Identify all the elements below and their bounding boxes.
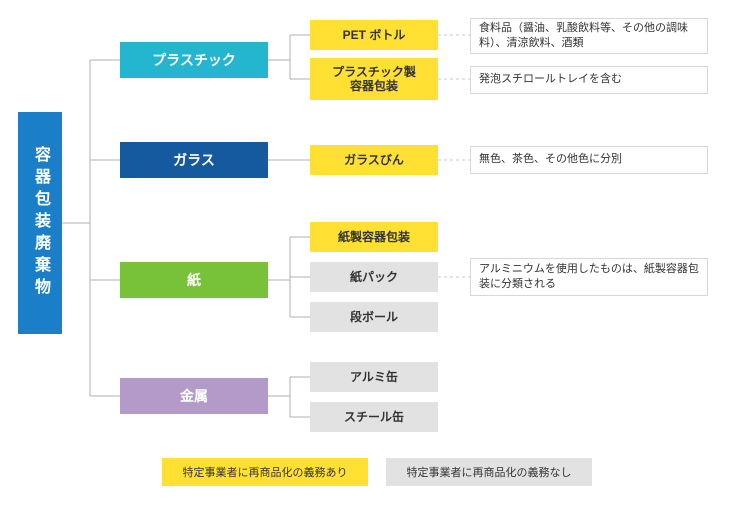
item-label-line: 紙パック <box>350 270 398 284</box>
desc-pet: 食料品（醤油、乳酸飲料等、その他の調味料）、清涼飲料、酒類 <box>470 18 708 54</box>
item-plcont: プラスチック製容器包装 <box>310 58 438 100</box>
category-glass: ガラス <box>120 142 268 178</box>
item-label-line: スチール缶 <box>344 410 404 424</box>
item-label-line: プラスチック製 <box>332 65 416 79</box>
item-label-line: ガラスびん <box>344 153 404 167</box>
item-paperpack: 紙パック <box>310 262 438 292</box>
category-plastic: プラスチック <box>120 42 268 78</box>
legend-0: 特定事業者に再商品化の義務あり <box>162 458 368 486</box>
item-label-line: 容器包装 <box>350 79 398 93</box>
item-alumi: アルミ缶 <box>310 362 438 392</box>
root-node: 容器包装廃棄物 <box>18 112 62 334</box>
item-glassbtl: ガラスびん <box>310 145 438 175</box>
category-paper: 紙 <box>120 262 268 298</box>
desc-glassbtl: 無色、茶色、その他色に分別 <box>470 146 708 174</box>
item-label-line: アルミ缶 <box>350 370 398 384</box>
item-papercont: 紙製容器包装 <box>310 222 438 252</box>
item-label-line: PET ボトル <box>343 28 406 42</box>
item-cardboard: 段ボール <box>310 302 438 332</box>
category-metal: 金属 <box>120 378 268 414</box>
item-pet: PET ボトル <box>310 20 438 50</box>
item-label-line: 紙製容器包装 <box>338 230 410 244</box>
desc-paperpack: アルミニウムを使用したものは、紙製容器包装に分類される <box>470 258 708 296</box>
legend-1: 特定事業者に再商品化の義務なし <box>386 458 592 486</box>
item-steel: スチール缶 <box>310 402 438 432</box>
desc-plcont: 発泡スチロールトレイを含む <box>470 66 708 94</box>
item-label-line: 段ボール <box>350 310 398 324</box>
